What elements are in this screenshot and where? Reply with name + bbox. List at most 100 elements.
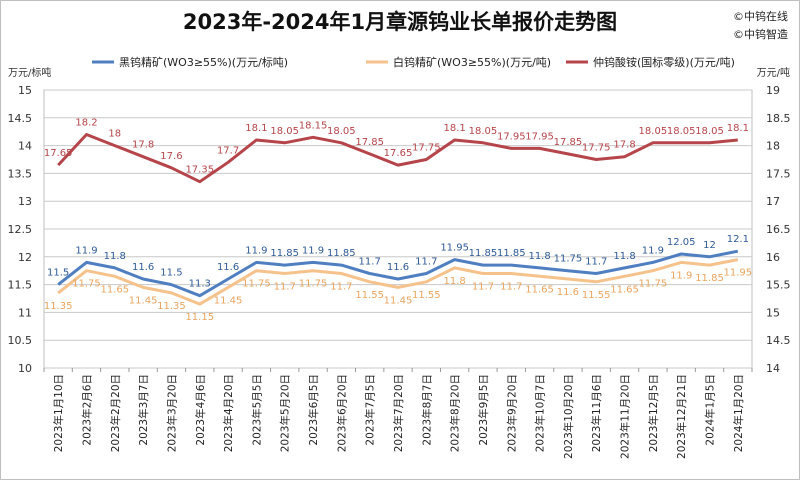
x-tick-label: 2023年5月5日 xyxy=(250,374,263,446)
x-tick-label: 2024年1月5日 xyxy=(704,374,717,446)
legend-entry: 仲钨酸铵(国标零级)(万元/吨) xyxy=(593,55,735,69)
data-label: 11.75 xyxy=(242,279,271,290)
data-label: 11.7 xyxy=(359,256,381,267)
data-label: 11.7 xyxy=(274,281,296,292)
data-label: 18.1 xyxy=(245,123,267,134)
data-label: 11.45 xyxy=(214,295,243,306)
data-label: 12 xyxy=(703,240,716,251)
data-label: 11.75 xyxy=(72,279,101,290)
y-right-tick-label: 19 xyxy=(766,84,780,97)
data-label: 11.9 xyxy=(245,245,267,256)
grid-lines xyxy=(43,89,753,369)
data-label: 11.45 xyxy=(384,295,413,306)
data-label: 17.7 xyxy=(217,145,239,156)
data-label: 11.3 xyxy=(189,279,211,290)
y-axis-left-unit: 万元/标吨 xyxy=(8,66,51,79)
brand-mark-1: ©中钨在线 xyxy=(733,10,788,23)
x-tick-label: 2023年6月5日 xyxy=(307,374,320,446)
x-tick-label: 2023年2月20日 xyxy=(109,374,122,452)
data-label: 11.55 xyxy=(582,290,611,301)
legend-entry: 白钨精矿(WO3≥55%)(万元/吨) xyxy=(393,55,551,69)
data-label: 18.1 xyxy=(727,123,749,134)
x-tick-label: 2023年3月7日 xyxy=(137,374,150,446)
legend: 黑钨精矿(WO3≥55%)(万元/标吨) 白钨精矿(WO3≥55%)(万元/吨) 仲… xyxy=(92,55,735,69)
data-label: 11.7 xyxy=(500,281,522,292)
data-label: 11.6 xyxy=(217,262,239,273)
data-label: 11.6 xyxy=(132,262,154,273)
brand-mark-2: ©中钨智造 xyxy=(733,28,788,41)
x-tick-label: 2023年12月21日 xyxy=(675,374,688,459)
data-label: 11.85 xyxy=(469,248,498,259)
data-label: 11.9 xyxy=(75,245,97,256)
data-label: 18.1 xyxy=(444,123,466,134)
data-label: 11.8 xyxy=(528,251,550,262)
y-axis-right: 14 14.5 15 15.5 16 16.5 17 17.5 18 18.5 19 xyxy=(766,84,791,375)
y-right-tick-label: 14.5 xyxy=(766,334,791,347)
data-label: 11.95 xyxy=(724,268,753,279)
x-tick-label: 2023年11月20日 xyxy=(619,374,632,459)
x-tick-label: 2023年10月20日 xyxy=(562,374,575,459)
data-label: 11.8 xyxy=(613,251,635,262)
data-label: 18.05 xyxy=(469,126,498,137)
data-label: 11.35 xyxy=(157,301,186,312)
x-tick-label: 2023年4月20日 xyxy=(222,374,235,452)
data-label: 17.75 xyxy=(582,143,611,154)
data-label: 11.85 xyxy=(270,248,299,259)
data-label: 12.05 xyxy=(667,237,696,248)
data-label: 11.85 xyxy=(327,248,356,259)
x-tick-label: 2023年1月10日 xyxy=(52,374,65,452)
y-right-tick-label: 16.5 xyxy=(766,223,791,236)
y-right-tick-label: 18 xyxy=(766,140,780,153)
x-tick-label: 2023年6月20日 xyxy=(335,374,348,452)
y-right-tick-label: 17.5 xyxy=(766,167,791,180)
data-label: 11.35 xyxy=(44,301,73,312)
series-line-2 xyxy=(57,258,739,306)
data-label: 17.65 xyxy=(384,148,413,159)
data-label: 11.5 xyxy=(47,268,69,279)
data-label: 18.2 xyxy=(75,117,97,128)
data-label: 11.85 xyxy=(497,248,526,259)
series-lines xyxy=(57,133,739,306)
data-label: 11.15 xyxy=(185,312,214,323)
data-label: 11.7 xyxy=(415,256,437,267)
data-labels: 11.511.911.811.611.511.311.611.9 11.85 11.… xyxy=(44,117,752,323)
data-label: 18.05 xyxy=(667,126,696,137)
data-label: 11.9 xyxy=(670,270,692,281)
data-label: 18.05 xyxy=(639,126,668,137)
y-axis-left: 10 10.5 11 11.5 12 12.5 13 13.5 14 14.5 15 xyxy=(8,84,33,375)
data-label: 11.6 xyxy=(387,262,409,273)
series-line-3 xyxy=(57,133,738,184)
data-label: 18 xyxy=(108,129,121,140)
chart-title: 2023年-2024年1月章源钨业长单报价走势图 xyxy=(182,10,618,34)
data-label: 11.7 xyxy=(330,281,352,292)
y-left-tick-label: 12 xyxy=(18,251,32,264)
x-tick-label: 2023年8月20日 xyxy=(449,374,462,452)
data-label: 11.8 xyxy=(104,251,126,262)
data-label: 18.05 xyxy=(327,126,356,137)
x-tick-label: 2023年4月6日 xyxy=(194,374,207,446)
x-tick-label: 2023年10月7日 xyxy=(534,374,547,452)
y-left-tick-label: 10 xyxy=(18,362,32,375)
y-right-tick-label: 15.5 xyxy=(766,279,791,292)
data-label: 11.55 xyxy=(412,290,441,301)
data-label: 11.8 xyxy=(444,276,466,287)
y-left-tick-label: 12.5 xyxy=(8,223,33,236)
data-label: 11.45 xyxy=(129,295,158,306)
data-label: 17.85 xyxy=(554,137,583,148)
x-tick-label: 2023年9月20日 xyxy=(505,374,518,452)
x-tick-label: 2023年8月7日 xyxy=(420,374,433,446)
data-label: 11.9 xyxy=(642,245,664,256)
y-left-tick-label: 15 xyxy=(18,84,32,97)
data-label: 17.8 xyxy=(613,140,635,151)
data-label: 11.85 xyxy=(695,273,724,284)
x-tick-label: 2023年7月20日 xyxy=(392,374,405,452)
y-right-tick-label: 14 xyxy=(766,362,780,375)
x-tick-label: 2023年11月6日 xyxy=(590,374,603,452)
x-tick-label: 2023年12月5日 xyxy=(647,374,660,452)
data-label: 17.8 xyxy=(132,140,154,151)
data-label: 17.95 xyxy=(525,131,554,142)
legend-entry: 黑钨精矿(WO3≥55%)(万元/标吨) xyxy=(119,55,288,69)
y-left-tick-label: 14 xyxy=(18,140,32,153)
data-label: 18.05 xyxy=(270,126,299,137)
